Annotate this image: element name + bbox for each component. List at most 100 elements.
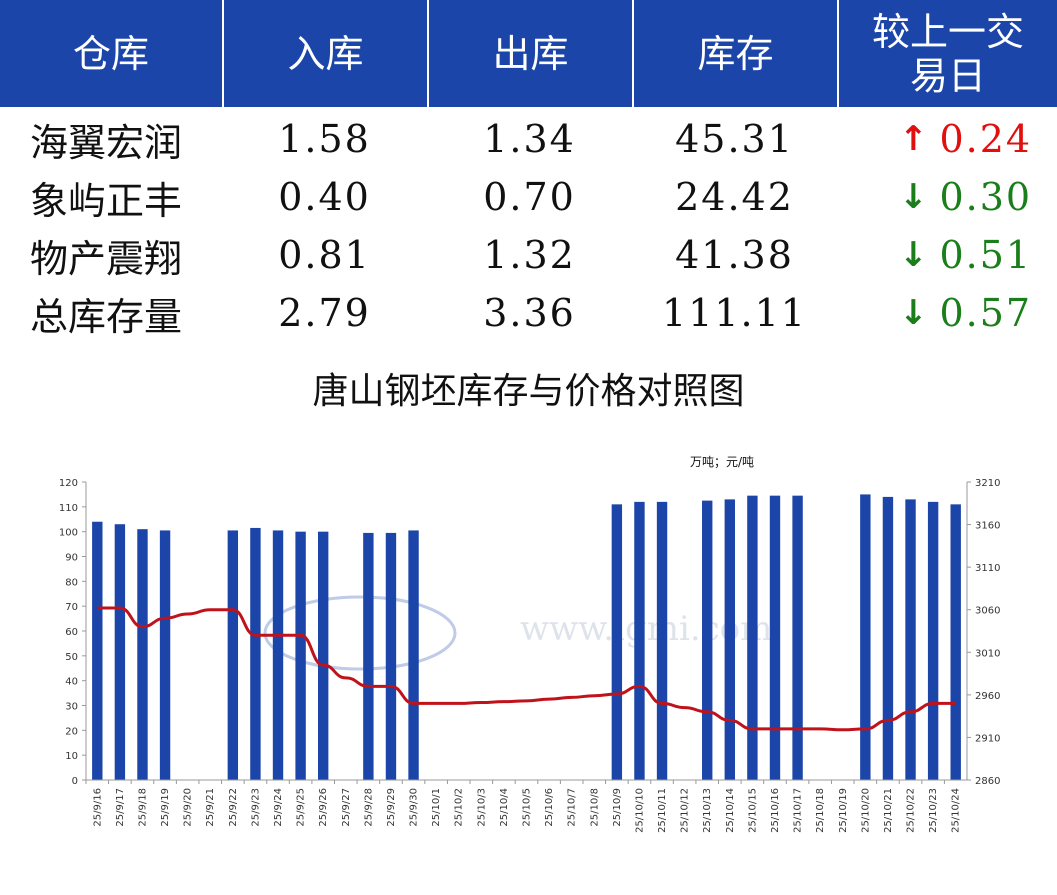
y-left-tick-label: 50 (65, 652, 78, 663)
in-value: 1.58 (278, 117, 371, 161)
y-right-tick-label: 2960 (975, 691, 1000, 702)
y-right-tick-label: 3110 (975, 563, 1000, 574)
x-tick-label: 25/10/8 (589, 788, 600, 827)
y-right-tick-label: 3210 (975, 478, 1000, 489)
x-tick-label: 25/10/13 (702, 788, 713, 833)
x-tick-label: 25/10/12 (680, 788, 691, 833)
table-row: 物产震翔 0.81 1.32 41.38 ↓ 0.51 (0, 226, 1057, 284)
inventory-bar (114, 524, 126, 780)
x-tick-label: 25/10/15 (747, 788, 758, 833)
x-tick-label: 25/10/18 (815, 788, 826, 833)
x-tick-label: 25/9/22 (228, 788, 239, 827)
y-left-tick-label: 90 (65, 553, 78, 564)
in-value: 0.40 (278, 175, 371, 219)
x-tick-label: 25/10/7 (567, 788, 578, 827)
arrow-down-icon: ↓ (899, 235, 930, 275)
out-value: 0.70 (483, 175, 576, 219)
x-tick-label: 25/10/22 (906, 788, 917, 833)
inventory-bar (792, 495, 803, 780)
x-tick-label: 25/9/24 (273, 788, 284, 827)
x-tick-label: 25/10/9 (612, 788, 623, 827)
x-tick-label: 25/9/28 (363, 788, 374, 827)
x-tick-label: 25/9/18 (137, 788, 148, 827)
x-tick-label: 25/10/23 (928, 788, 939, 833)
warehouse-name: 物产震翔 (30, 236, 183, 281)
change-cell: ↓ 0.51 (837, 226, 1057, 284)
x-tick-label: 25/10/21 (883, 788, 894, 833)
warehouse-name: 象屿正丰 (30, 178, 183, 223)
inventory-bar (227, 530, 239, 780)
change-value: 0.24 (939, 117, 1033, 161)
unit-label: 万吨；元/吨 (690, 455, 754, 469)
in-value: 2.79 (278, 291, 371, 335)
chart-title: 唐山钢坯库存与价格对照图 (312, 371, 745, 412)
y-left-tick-label: 60 (65, 627, 78, 638)
header-outbound: 出库 (427, 0, 632, 107)
x-tick-label: 25/10/5 (522, 788, 533, 827)
inventory-bar (882, 496, 894, 780)
x-tick-label: 25/9/19 (160, 788, 171, 827)
inventory-bar (295, 531, 306, 780)
inventory-bar (363, 532, 374, 780)
inventory-bar (317, 531, 329, 780)
arrow-down-icon: ↓ (899, 293, 930, 333)
inventory-bar (724, 499, 736, 780)
inventory-bar (385, 532, 397, 780)
x-tick-label: 25/9/26 (318, 788, 329, 827)
arrow-up-icon: ↑ (899, 119, 930, 159)
x-tick-label: 25/10/1 (431, 788, 442, 827)
warehouse-name: 总库存量 (30, 294, 183, 339)
x-tick-label: 25/9/27 (341, 788, 352, 827)
warehouse-name: 海翼宏润 (30, 120, 183, 165)
inventory-bar (702, 500, 713, 780)
y-right-tick-label: 3160 (975, 521, 1000, 532)
x-tick-label: 25/9/29 (386, 788, 397, 827)
arrow-down-icon: ↓ (899, 177, 930, 217)
y-left-tick-label: 30 (65, 702, 78, 713)
y-left-tick-label: 100 (59, 528, 78, 539)
x-tick-label: 25/9/20 (183, 788, 194, 827)
x-tick-label: 25/10/24 (951, 788, 962, 833)
change-cell: ↓ 0.57 (837, 284, 1057, 342)
y-left-tick-label: 20 (65, 726, 78, 737)
inventory-bar (408, 530, 419, 780)
x-tick-label: 25/10/16 (770, 788, 781, 833)
inventory-bar (860, 494, 871, 780)
y-left-tick-label: 110 (59, 503, 78, 514)
out-value: 3.36 (483, 291, 576, 335)
x-tick-label: 25/9/17 (115, 788, 126, 827)
header-inbound: 入库 (222, 0, 427, 107)
inventory-price-chart: www.lgmi.com 万吨；元/吨 0 10 20 30 40 50 60 70 80 90 1… (59, 455, 1001, 833)
change-value: 0.30 (939, 175, 1033, 219)
y-right-tick-label: 2860 (975, 776, 1000, 787)
y-left-tick-label: 0 (72, 776, 78, 787)
x-tick-label: 25/9/16 (92, 788, 103, 827)
y-right-tick-label: 2910 (975, 733, 1000, 744)
change-value: 0.51 (939, 233, 1033, 277)
y-left-tick-label: 80 (65, 577, 78, 588)
y-right-tick-label: 3060 (975, 606, 1000, 617)
inventory-bar (927, 501, 939, 780)
x-tick-label: 25/10/20 (860, 788, 871, 833)
header-change: 较上一交易日 (837, 0, 1057, 107)
x-tick-label: 25/10/11 (657, 788, 668, 833)
x-tick-label: 25/10/2 (454, 788, 465, 827)
table-row: 总库存量 2.79 3.36 111.11 ↓ 0.57 (0, 284, 1057, 342)
y-left-tick-label: 70 (65, 602, 78, 613)
inventory-bar (272, 530, 284, 780)
inventory-bar (92, 521, 103, 780)
y-right-tick-label: 3010 (975, 648, 1000, 659)
x-tick-label: 25/10/6 (544, 788, 555, 827)
y-left-tick-label: 10 (65, 751, 78, 762)
inventory-bar (611, 504, 623, 780)
stock-value: 45.31 (675, 117, 794, 161)
inventory-bar (656, 501, 668, 780)
change-value: 0.57 (939, 291, 1033, 335)
change-cell: ↓ 0.30 (837, 168, 1057, 226)
stock-value: 24.42 (675, 175, 794, 219)
inventory-bar (747, 495, 758, 780)
table-row: 海翼宏润 1.58 1.34 45.31 ↑ 0.24 (0, 110, 1057, 168)
table-header: 仓库 入库 出库 库存 较上一交易日 (0, 0, 1057, 107)
stock-value: 41.38 (675, 233, 794, 277)
out-value: 1.32 (483, 233, 576, 277)
